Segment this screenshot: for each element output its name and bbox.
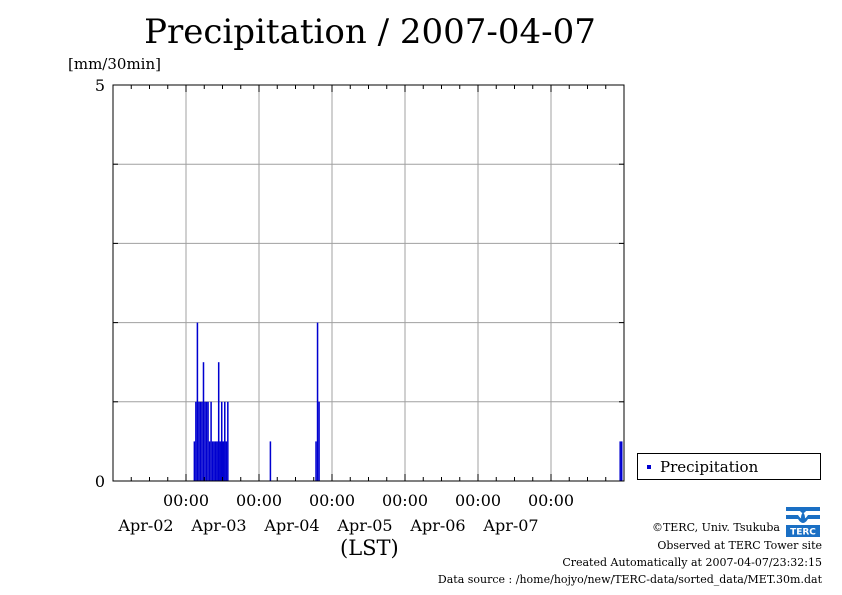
precipitation-bar xyxy=(195,401,197,481)
axis-ticks xyxy=(112,84,625,482)
precipitation-bar xyxy=(196,322,199,481)
plot-frame xyxy=(112,84,625,482)
precipitation-bar xyxy=(216,441,218,481)
precipitation-bar xyxy=(210,401,212,481)
precipitation-bar xyxy=(211,441,214,481)
precipitation-bar xyxy=(208,441,211,481)
precipitation-bar xyxy=(205,401,208,481)
precipitation-bar xyxy=(316,322,319,481)
observation-site-text: Observed at TERC Tower site xyxy=(657,539,822,552)
precipitation-bar xyxy=(199,401,202,481)
precipitation-bar xyxy=(619,441,621,481)
x-tick-time-label: 00:00 xyxy=(236,491,282,510)
x-tick-date-label: Apr-03 xyxy=(190,516,246,535)
precipitation-bar xyxy=(219,441,221,481)
precipitation-bar xyxy=(224,401,226,481)
x-tick-date-label: Apr-04 xyxy=(263,516,319,535)
precipitation-bar xyxy=(201,401,203,481)
y-axis-unit-label: [mm/30min] xyxy=(68,55,161,73)
chart-title: Precipitation / 2007-04-07 xyxy=(144,12,596,52)
axis-tick-labels: 0 5 00:00 Apr-02 00:00 Apr-03 00:00 Apr-04 00:00… xyxy=(95,76,574,535)
precipitation-bar xyxy=(315,441,317,481)
x-tick-time-label: 00:00 xyxy=(163,491,209,510)
x-axis-label: (LST) xyxy=(340,536,399,560)
legend-swatch xyxy=(647,465,651,469)
x-tick-date-label: Apr-05 xyxy=(336,516,392,535)
x-tick-time-label: 00:00 xyxy=(455,491,501,510)
precipitation-bar xyxy=(269,441,272,481)
legend: Precipitation xyxy=(637,453,821,480)
precipitation-bar xyxy=(222,441,225,481)
precipitation-bar xyxy=(620,441,623,481)
grid xyxy=(113,85,624,481)
copyright-text: ©TERC, Univ. Tsukuba xyxy=(651,521,780,534)
precipitation-bar xyxy=(318,401,320,481)
creation-time-text: Created Automatically at 2007-04-07/23:3… xyxy=(562,556,822,569)
y-tick-label: 5 xyxy=(95,76,105,95)
x-tick-date-label: Apr-06 xyxy=(409,516,465,535)
x-tick-time-label: 00:00 xyxy=(528,491,574,510)
data-source-text: Data source : /home/hojyo/new/TERC-data/… xyxy=(437,573,822,586)
x-tick-date-label: Apr-02 xyxy=(117,516,173,535)
terc-logo: TERC xyxy=(784,503,822,539)
logo-text: TERC xyxy=(790,528,816,538)
precipitation-bar xyxy=(220,401,223,481)
x-tick-date-label: Apr-07 xyxy=(482,516,538,535)
precipitation-bar xyxy=(193,441,196,481)
precipitation-bar xyxy=(213,441,215,481)
y-tick-label: 0 xyxy=(95,472,105,491)
precipitation-bar xyxy=(227,401,229,481)
precipitation-bar xyxy=(214,441,217,481)
x-tick-time-label: 00:00 xyxy=(309,491,355,510)
precipitation-bar xyxy=(225,441,228,481)
legend-label: Precipitation xyxy=(660,458,759,476)
precipitation-series xyxy=(193,322,623,481)
precipitation-bar xyxy=(217,362,220,481)
x-tick-time-label: 00:00 xyxy=(382,491,428,510)
precipitation-bar xyxy=(204,401,206,481)
precipitation-bar xyxy=(202,362,205,481)
precipitation-bar xyxy=(207,401,209,481)
precipitation-bar xyxy=(198,401,200,481)
